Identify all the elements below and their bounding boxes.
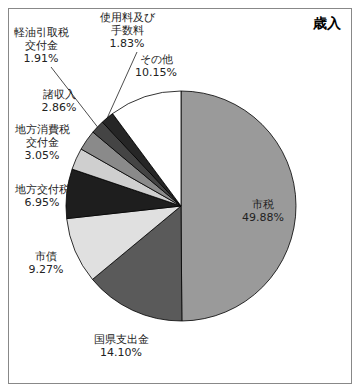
svg-text:諸収入2.86%: 諸収入2.86% bbox=[42, 88, 77, 114]
svg-text:国県支出金14.10%: 国県支出金14.10% bbox=[94, 333, 149, 359]
svg-text:使用料及び手数料1.83%: 使用料及び手数料1.83% bbox=[100, 11, 156, 50]
html-text:歳入: 歳入 bbox=[313, 15, 341, 31]
svg-text:その他10.15%: その他10.15% bbox=[135, 53, 177, 79]
svg-text:地方消費税交付金3.05%: 地方消費税交付金3.05% bbox=[14, 123, 70, 162]
svg-text:市債9.27%: 市債9.27% bbox=[29, 250, 64, 276]
svg-text:市税49.88%: 市税49.88% bbox=[242, 198, 284, 224]
svg-text:地方交付税6.95%: 地方交付税6.95% bbox=[14, 183, 70, 209]
svg-text:軽油引取税交付金1.91%: 軽油引取税交付金1.91% bbox=[14, 26, 69, 65]
